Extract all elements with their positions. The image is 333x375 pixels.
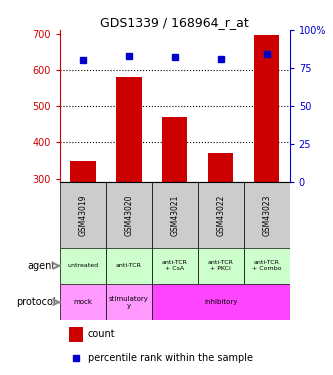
- Bar: [106, 248, 152, 284]
- Bar: [244, 248, 290, 284]
- Bar: [152, 284, 290, 320]
- Bar: [198, 182, 244, 248]
- Text: anti-TCR
+ CsA: anti-TCR + CsA: [162, 261, 188, 271]
- Text: stimulatory
y: stimulatory y: [109, 296, 149, 309]
- Text: percentile rank within the sample: percentile rank within the sample: [88, 353, 252, 363]
- Bar: [60, 284, 106, 320]
- Title: GDS1339 / 168964_r_at: GDS1339 / 168964_r_at: [101, 16, 249, 29]
- Bar: [60, 248, 106, 284]
- Bar: [70, 160, 96, 288]
- Text: GSM43022: GSM43022: [216, 194, 225, 236]
- Text: count: count: [88, 330, 115, 339]
- Text: anti-TCR
+ Combo: anti-TCR + Combo: [252, 261, 281, 271]
- Bar: [69, 327, 83, 342]
- Bar: [60, 182, 106, 248]
- Text: GSM43020: GSM43020: [124, 194, 134, 236]
- Text: anti-TCR
+ PKCi: anti-TCR + PKCi: [208, 261, 234, 271]
- Text: GSM43021: GSM43021: [170, 194, 179, 236]
- Bar: [162, 117, 187, 288]
- Bar: [198, 248, 244, 284]
- Text: GSM43023: GSM43023: [262, 194, 271, 236]
- Text: protocol: protocol: [16, 297, 55, 307]
- Text: GSM43019: GSM43019: [78, 194, 88, 236]
- Text: untreated: untreated: [67, 263, 99, 268]
- Bar: [244, 182, 290, 248]
- Bar: [254, 36, 279, 288]
- Text: inhibitory: inhibitory: [204, 299, 237, 305]
- Text: agent: agent: [27, 261, 55, 271]
- Bar: [106, 182, 152, 248]
- Text: anti-TCR: anti-TCR: [116, 263, 142, 268]
- Bar: [106, 284, 152, 320]
- Bar: [116, 77, 142, 288]
- Bar: [208, 153, 233, 288]
- Bar: [152, 248, 198, 284]
- Bar: [152, 182, 198, 248]
- Text: mock: mock: [73, 299, 93, 305]
